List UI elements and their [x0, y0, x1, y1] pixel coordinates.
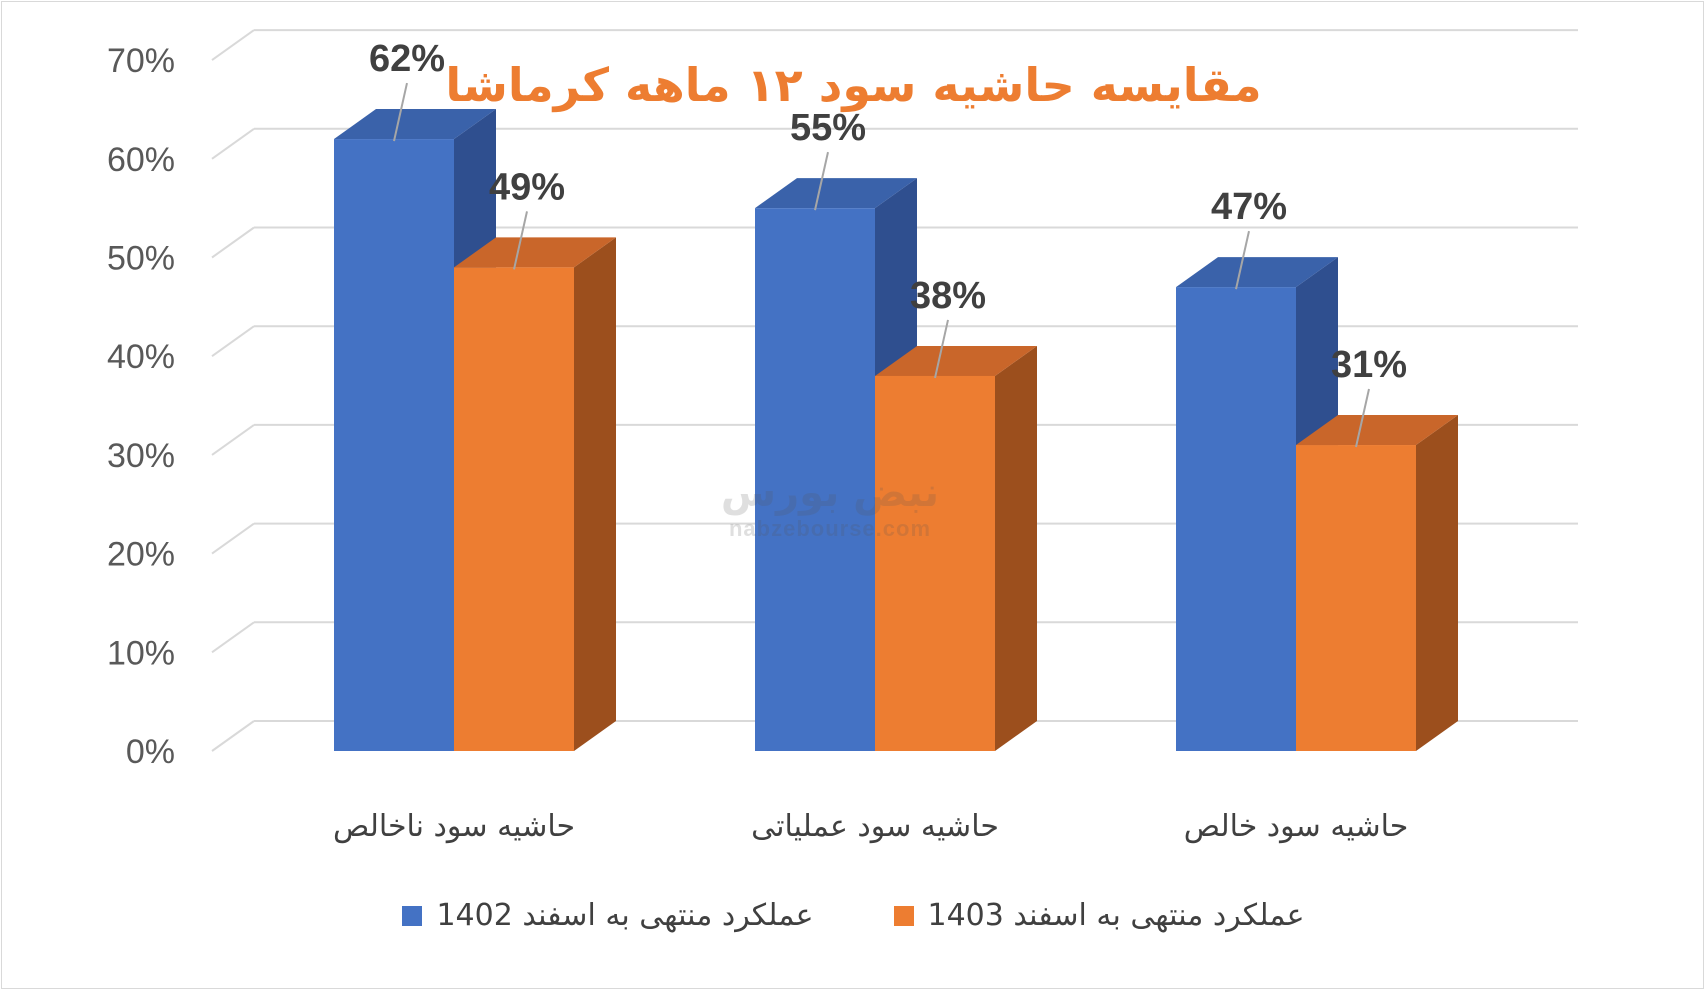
bar-top	[755, 178, 917, 209]
bar	[1296, 445, 1416, 751]
y-tick-label: 70%	[107, 42, 175, 80]
legend-swatch-series-1	[402, 905, 423, 926]
x-category-label: حاشیه سود عملیاتی	[751, 809, 999, 844]
gridline-depth	[211, 226, 255, 259]
data-label-leader	[513, 211, 528, 270]
chart-legend: عملکرد منتهی به اسفند 1402 عملکرد منتهی …	[0, 898, 1707, 933]
legend-item-series-2: عملکرد منتهی به اسفند 1403	[893, 898, 1305, 933]
bar-top	[334, 109, 496, 140]
bar	[454, 267, 574, 751]
x-category-label: حاشیه سود خالص	[1184, 809, 1409, 844]
chart-title: مقایسه حاشیه سود ۱۲ ماهه کرماشا	[445, 58, 1262, 112]
bar-side	[995, 345, 1037, 751]
y-tick-label: 50%	[107, 240, 175, 278]
bar	[1176, 287, 1296, 751]
y-tick-label: 10%	[107, 634, 175, 672]
bar-side	[1416, 415, 1458, 751]
gridline-depth	[211, 522, 255, 555]
data-label: 31%	[1331, 344, 1407, 386]
bar	[755, 208, 875, 751]
bar-top	[875, 345, 1037, 376]
bar	[875, 375, 995, 751]
watermark: نبض بورس nabzebourse.com	[690, 470, 970, 542]
y-tick-label: 30%	[107, 437, 175, 475]
legend-item-series-1: عملکرد منتهی به اسفند 1402	[402, 898, 814, 933]
gridline-depth	[211, 127, 255, 160]
gridline-depth	[211, 621, 255, 654]
bar	[334, 139, 454, 751]
data-label: 47%	[1211, 186, 1287, 228]
data-label: 62%	[369, 38, 445, 80]
watermark-url: nabzebourse.com	[728, 516, 932, 541]
data-label: 49%	[489, 166, 565, 208]
y-tick-label: 40%	[107, 338, 175, 376]
data-label-leader	[814, 151, 829, 211]
gridline-depth	[211, 29, 255, 61]
data-label-leader	[1235, 230, 1250, 290]
bar-top	[454, 237, 616, 268]
data-label-leader	[1355, 388, 1370, 448]
y-tick-label: 0%	[126, 733, 175, 771]
data-label: 55%	[790, 107, 866, 149]
gridline-depth	[211, 325, 255, 358]
data-label: 38%	[910, 275, 986, 317]
legend-label-series-2: عملکرد منتهی به اسفند 1403	[927, 898, 1305, 933]
gridline-depth	[211, 424, 255, 456]
bar-side	[574, 237, 616, 751]
y-tick-label: 20%	[107, 536, 175, 574]
x-category-label: حاشیه سود ناخالص	[333, 809, 575, 844]
data-label-leader	[393, 82, 408, 142]
bar-top	[1176, 257, 1338, 288]
bar-top	[1296, 415, 1458, 446]
legend-swatch-series-2	[893, 905, 914, 926]
data-label-leader	[934, 319, 949, 379]
y-tick-label: 60%	[107, 141, 175, 179]
gridline-depth	[211, 720, 255, 752]
watermark-brand: نبض بورس	[720, 470, 940, 516]
legend-label-series-1: عملکرد منتهی به اسفند 1402	[436, 898, 814, 933]
